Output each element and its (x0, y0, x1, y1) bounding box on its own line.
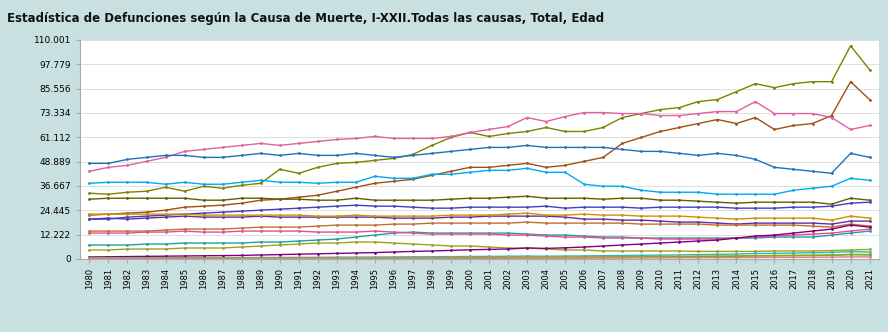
Text: Estadística de Defunciones según la Causa de Muerte, I-XXII.Todas las causas, To: Estadística de Defunciones según la Caus… (7, 12, 604, 25)
